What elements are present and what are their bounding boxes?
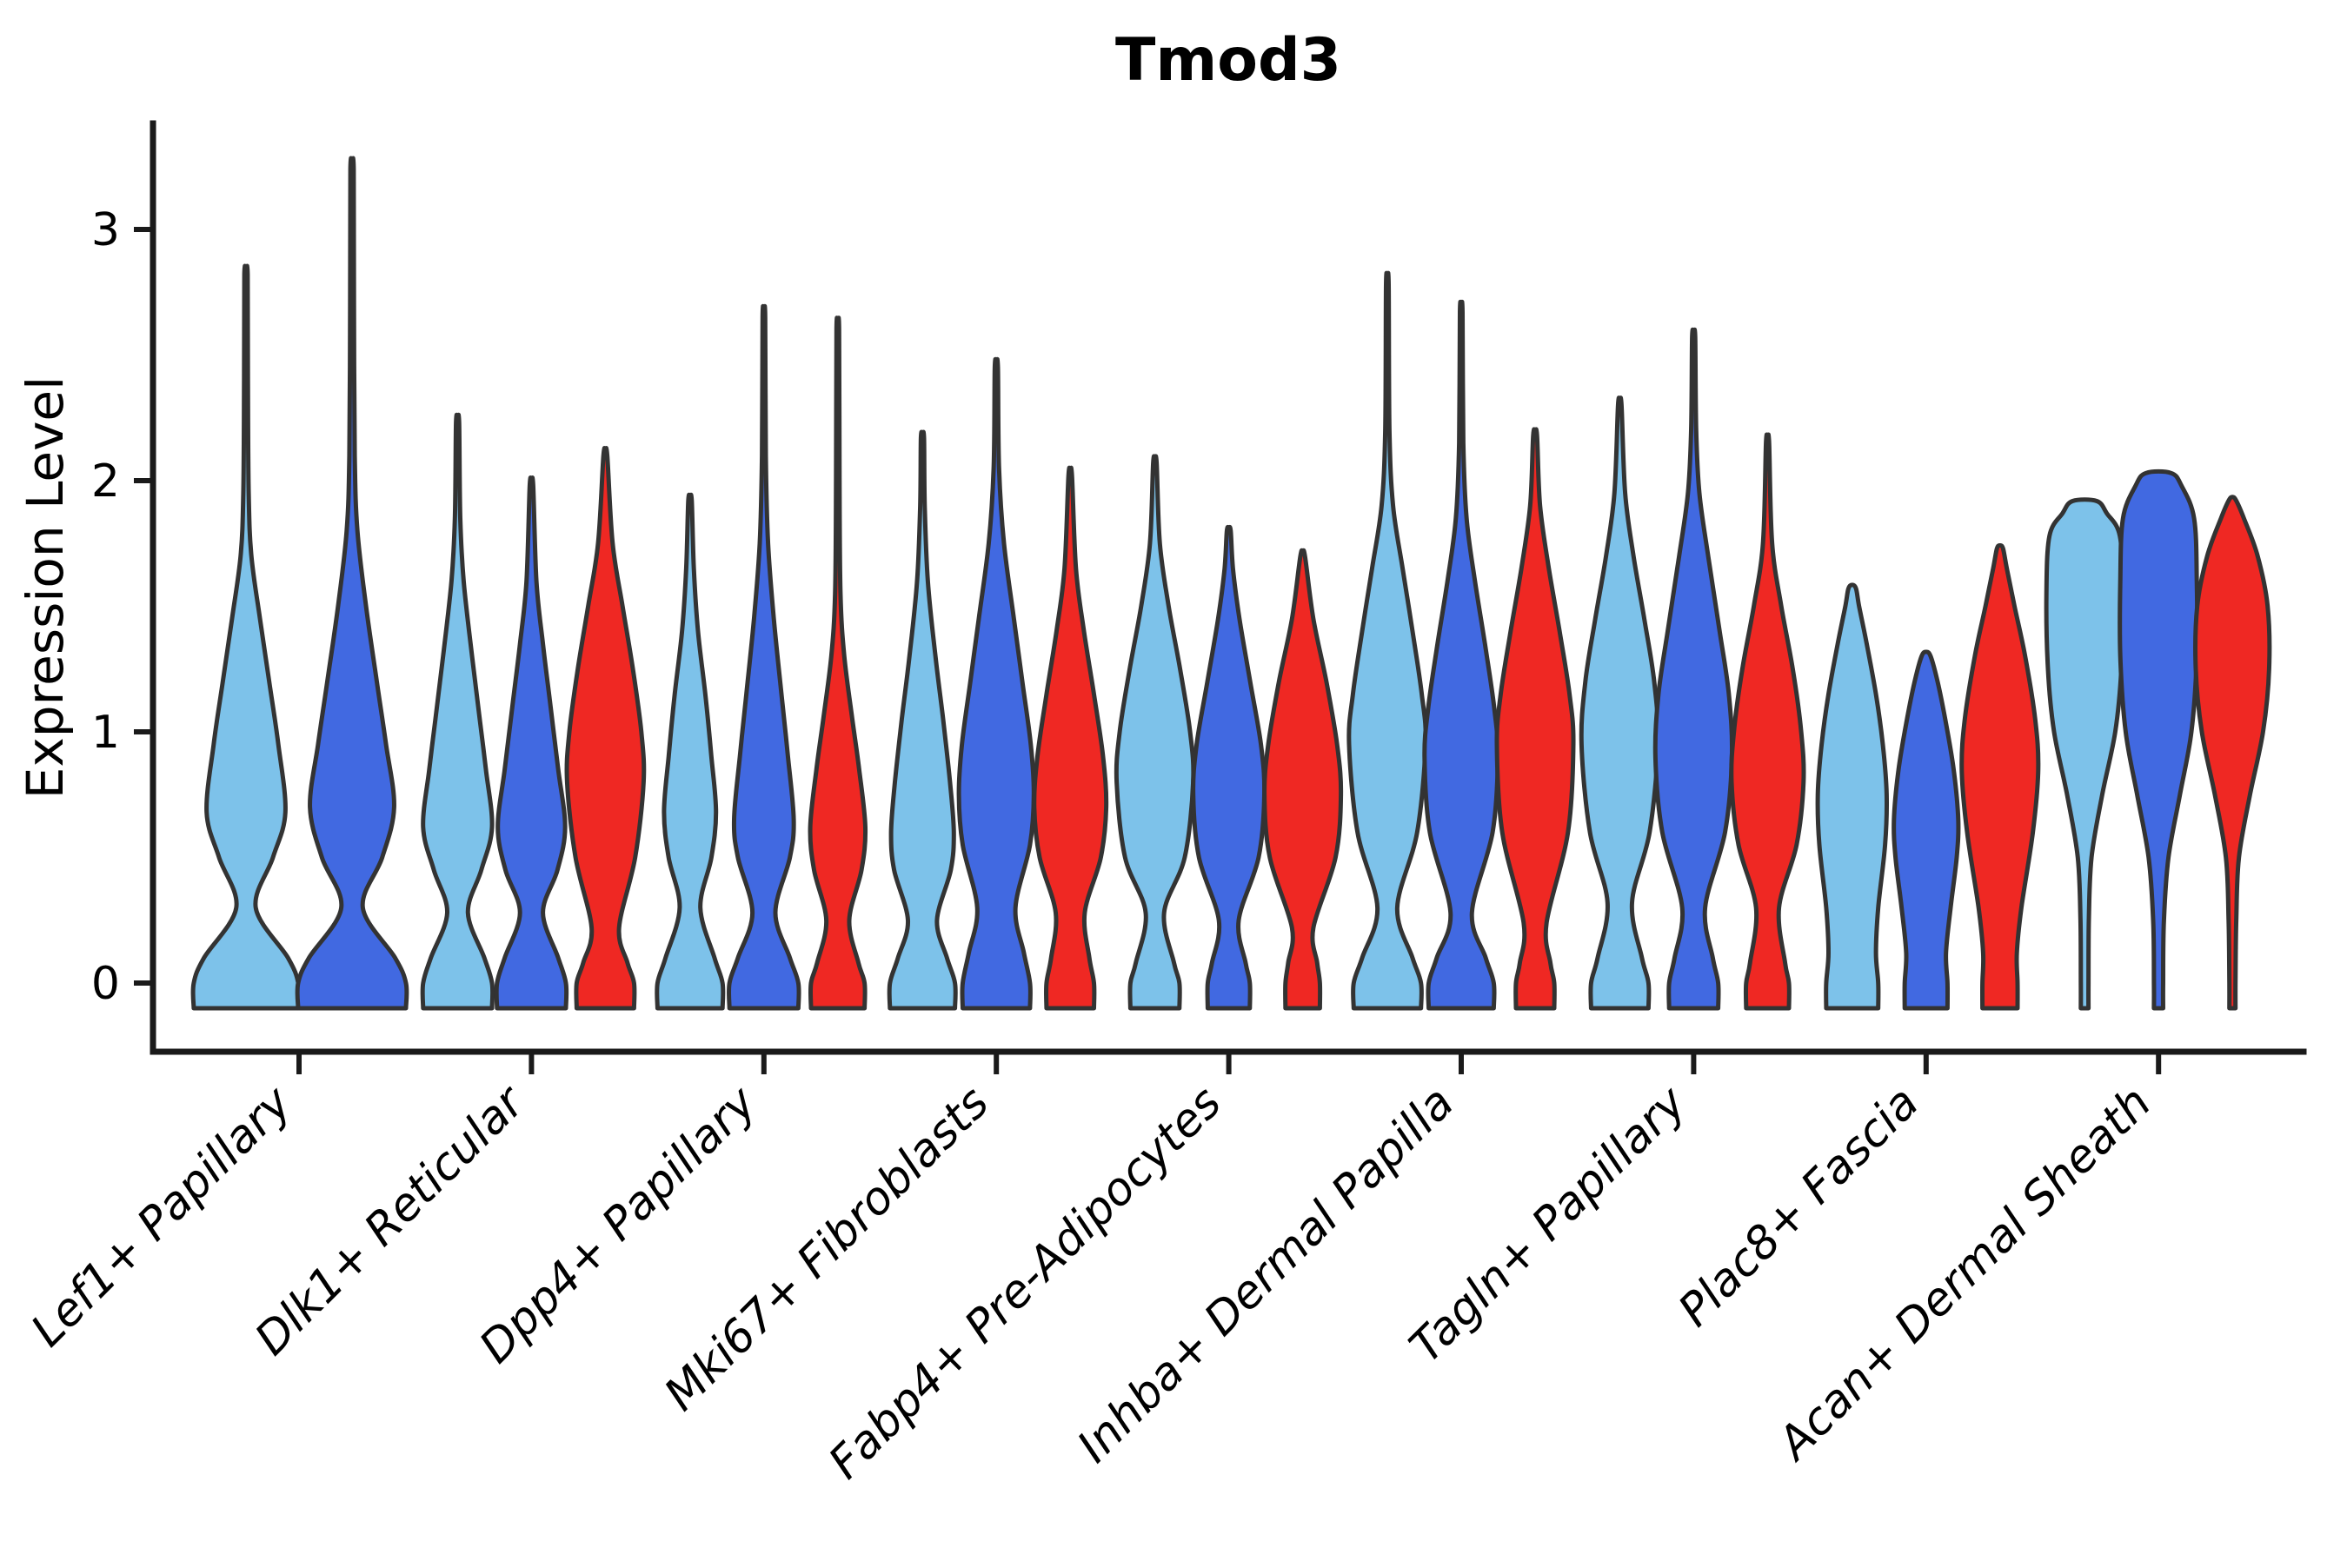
violin-lightblue bbox=[1815, 582, 1890, 1011]
violin-group bbox=[1815, 542, 2041, 1011]
violin-group bbox=[420, 412, 647, 1011]
violin-red bbox=[1729, 432, 1806, 1011]
violin-blue bbox=[1422, 299, 1500, 1011]
violin-group bbox=[2044, 468, 2272, 1011]
y-tick-label: 2 bbox=[91, 455, 120, 508]
violin-lightblue bbox=[1346, 270, 1428, 1011]
chart-title: Tmod3 bbox=[1115, 26, 1341, 95]
violin-blue bbox=[494, 475, 569, 1011]
violin-blue bbox=[956, 356, 1036, 1011]
violin-blue bbox=[1191, 524, 1267, 1011]
violin-group bbox=[1114, 454, 1344, 1011]
violin-red bbox=[1494, 427, 1576, 1011]
violin-red bbox=[1032, 465, 1109, 1011]
violin-lightblue bbox=[1114, 454, 1196, 1011]
y-axis-label: Expression Level bbox=[16, 376, 75, 799]
y-tick-label: 0 bbox=[91, 958, 120, 1010]
x-tick-label: Acan+ Dermal Sheath bbox=[1766, 1077, 2161, 1472]
violin-blue bbox=[1652, 327, 1735, 1011]
violin-blue bbox=[295, 156, 409, 1011]
x-tick-label: Inhba+ Dermal Papilla bbox=[1067, 1077, 1464, 1473]
x-tick-label: Fabp4+ Pre-Adipocytes bbox=[819, 1077, 1232, 1490]
violin-group bbox=[887, 356, 1109, 1011]
violin-lightblue bbox=[1579, 395, 1661, 1011]
violin-group bbox=[1346, 270, 1576, 1011]
violin-red bbox=[564, 446, 647, 1011]
violin-lightblue bbox=[190, 263, 302, 1011]
violin-red bbox=[1262, 548, 1344, 1011]
violin-group bbox=[190, 156, 409, 1011]
violin-lightblue bbox=[420, 412, 495, 1011]
violin-lightblue bbox=[887, 429, 958, 1011]
violin-blue bbox=[726, 303, 801, 1011]
x-tick-label: Plac8+ Fascia bbox=[1669, 1077, 1929, 1337]
violin-red bbox=[808, 316, 868, 1011]
violin-blue bbox=[1892, 649, 1961, 1011]
violin-red bbox=[2193, 495, 2272, 1011]
violin-lightblue bbox=[655, 492, 726, 1011]
y-tick-label: 1 bbox=[91, 707, 120, 759]
y-tick-label: 3 bbox=[91, 204, 120, 256]
violin-group bbox=[655, 303, 868, 1011]
violin-lightblue bbox=[2044, 497, 2125, 1011]
violin-blue bbox=[2118, 468, 2200, 1011]
violin-group bbox=[1579, 327, 1806, 1011]
violin-red bbox=[1959, 542, 2041, 1011]
